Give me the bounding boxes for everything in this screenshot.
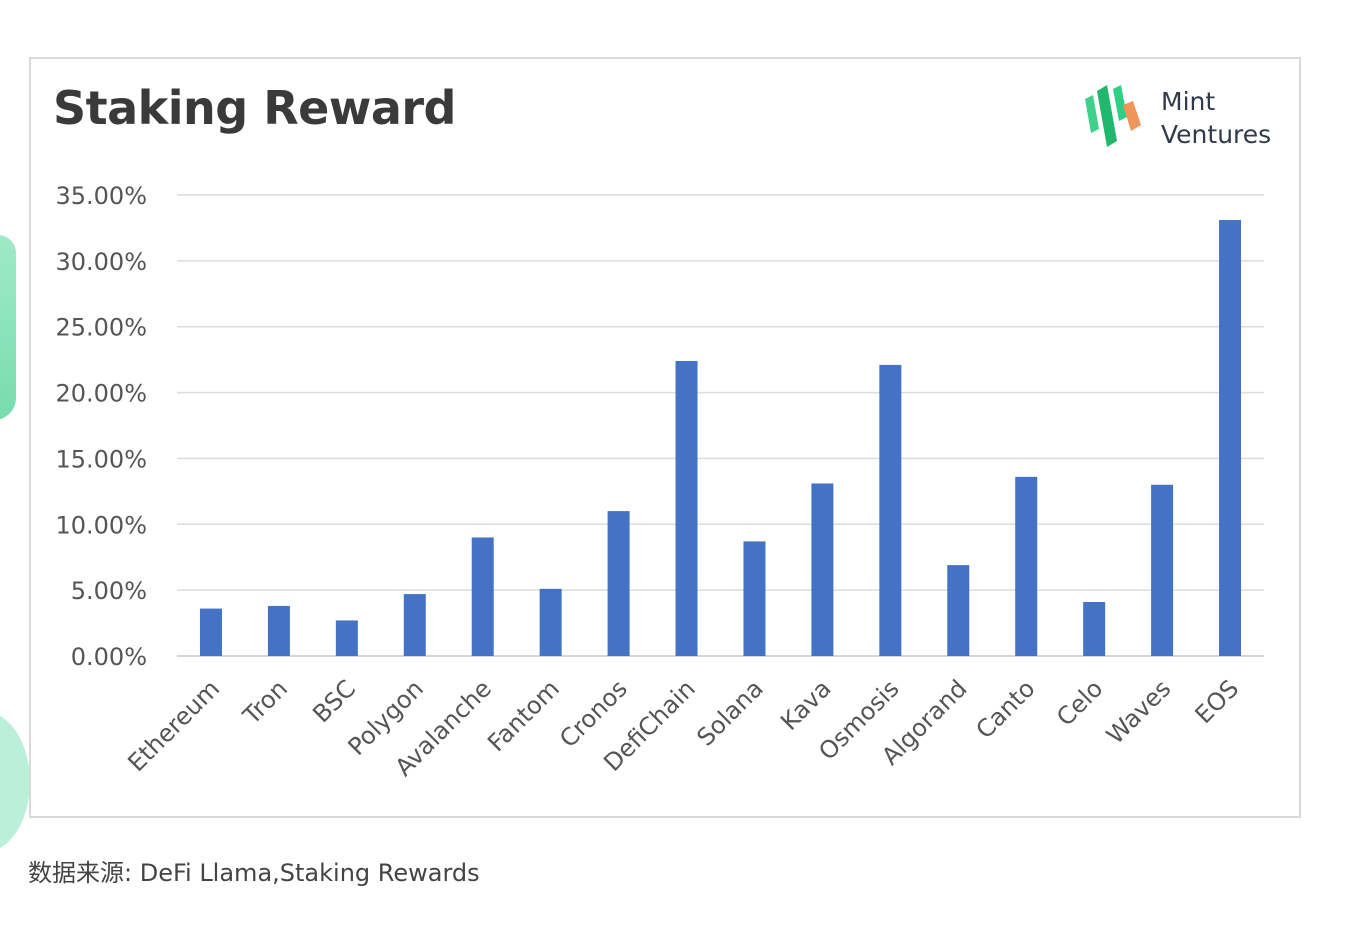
bar bbox=[539, 588, 562, 656]
mint-ventures-logo: Mint Ventures bbox=[1081, 81, 1291, 151]
bar bbox=[811, 483, 834, 656]
y-tick-label: 20.00% bbox=[55, 380, 147, 408]
bar bbox=[675, 360, 698, 656]
x-tick-label: BSC bbox=[307, 674, 361, 728]
bar bbox=[403, 594, 426, 656]
x-tick-label: Solana bbox=[691, 674, 768, 751]
bar bbox=[879, 364, 902, 656]
background-decoration-bottom bbox=[0, 712, 30, 852]
x-tick-label: Kava bbox=[775, 674, 836, 735]
x-tick-label: EOS bbox=[1190, 674, 1245, 729]
bar bbox=[1151, 484, 1174, 656]
y-tick-label: 0.00% bbox=[71, 643, 147, 671]
logo-text: Mint Ventures bbox=[1161, 85, 1271, 151]
bar bbox=[335, 620, 358, 656]
x-tick-label: Canto bbox=[971, 674, 1041, 744]
bar bbox=[267, 605, 290, 656]
x-tick-label: Fantom bbox=[482, 674, 565, 757]
chart-frame: 0.00% 5.00% 10.00% 15.00% 20.00% 25.00% 30.00%… bbox=[29, 57, 1301, 818]
data-source-note: 数据来源: DeFi Llama,Staking Rewards bbox=[28, 859, 480, 887]
y-tick-label: 30.00% bbox=[55, 248, 147, 276]
bar bbox=[1083, 601, 1106, 656]
bar bbox=[947, 565, 970, 656]
bar bbox=[199, 608, 222, 656]
y-tick-label: 10.00% bbox=[55, 511, 147, 539]
bar-chart: 0.00% 5.00% 10.00% 15.00% 20.00% 25.00% 30.00%… bbox=[55, 182, 1264, 782]
y-tick-label: 35.00% bbox=[55, 182, 147, 210]
x-tick-label: Waves bbox=[1101, 674, 1176, 749]
background-decoration-top bbox=[0, 235, 16, 420]
bar bbox=[743, 541, 766, 656]
logo-mark-icon bbox=[1085, 85, 1141, 147]
bar bbox=[1015, 476, 1038, 656]
chart-title: Staking Reward bbox=[53, 81, 456, 135]
logo-text-line2: Ventures bbox=[1161, 120, 1272, 149]
logo-text-line1: Mint bbox=[1161, 87, 1216, 116]
y-tick-label: 5.00% bbox=[71, 577, 147, 605]
x-tick-label: Tron bbox=[237, 674, 293, 730]
y-tick-label: 15.00% bbox=[55, 445, 147, 473]
x-tick-label: Ethereum bbox=[123, 674, 226, 777]
bar bbox=[1219, 220, 1242, 657]
bar bbox=[607, 511, 630, 656]
x-tick-label: Celo bbox=[1051, 674, 1108, 731]
y-tick-label: 25.00% bbox=[55, 314, 147, 342]
bar bbox=[471, 537, 494, 656]
